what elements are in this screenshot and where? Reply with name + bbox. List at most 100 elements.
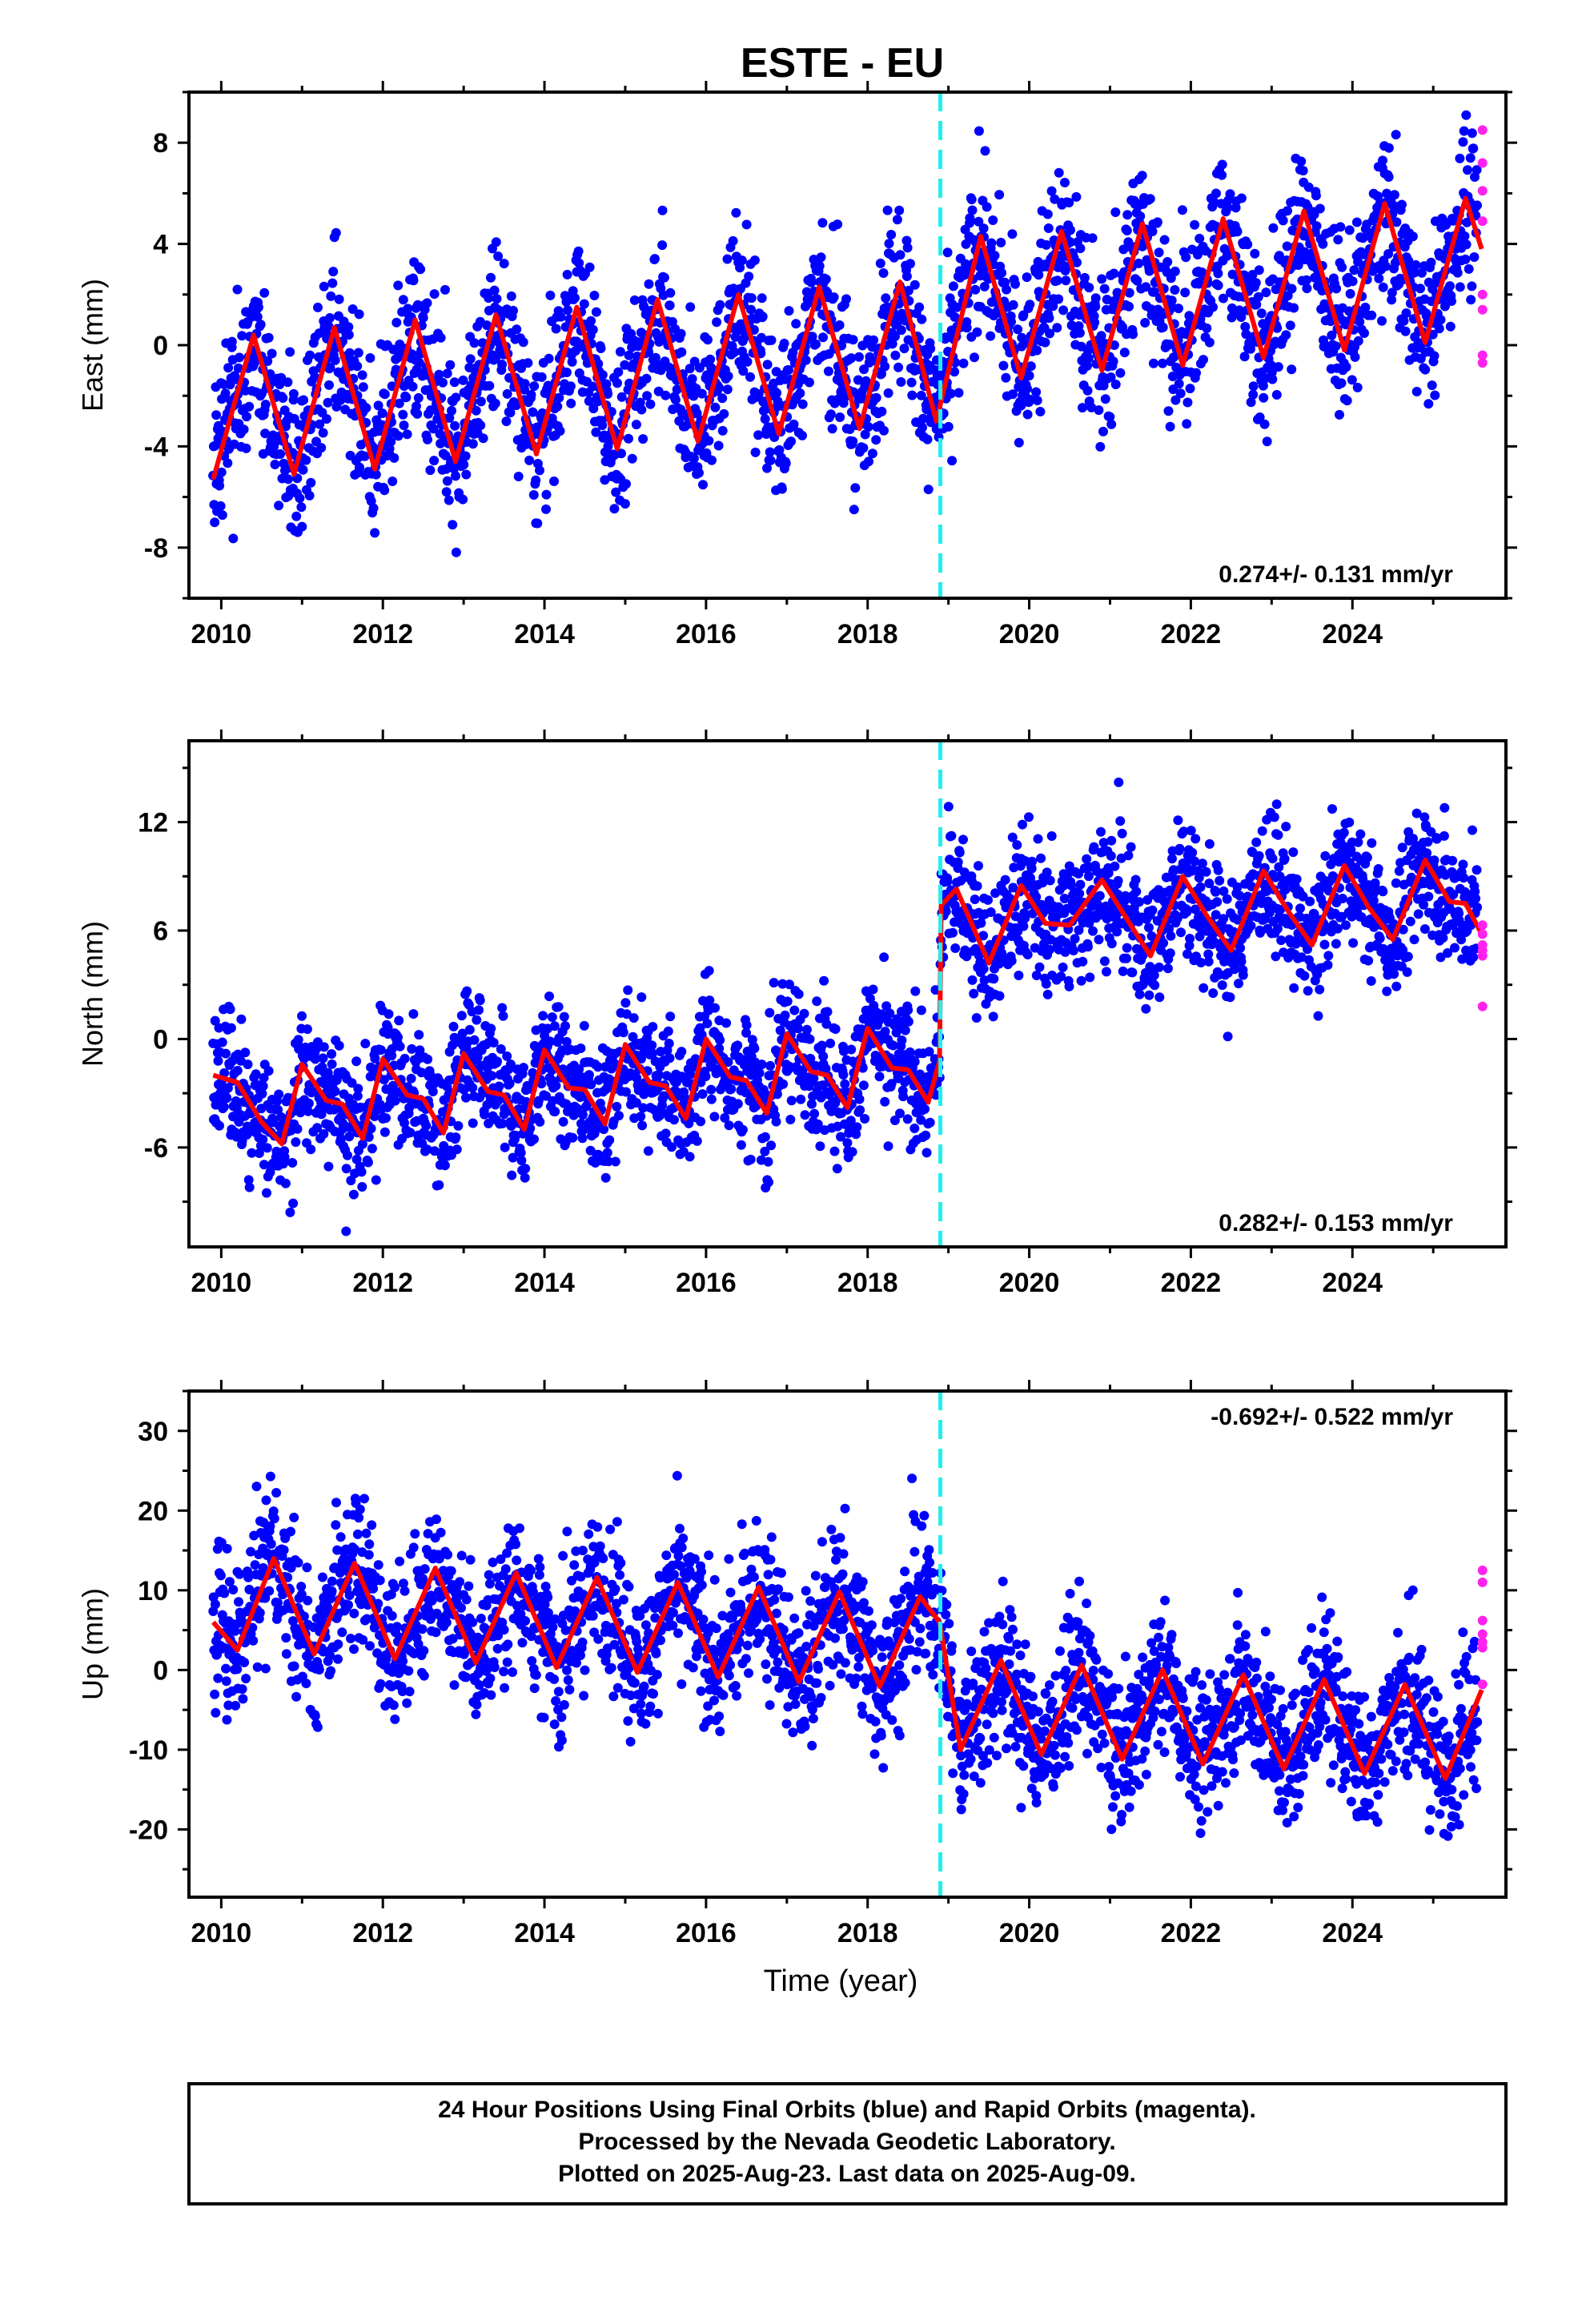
final-orbit-point — [863, 422, 873, 432]
final-orbit-point — [647, 1040, 657, 1051]
final-orbit-point — [288, 1198, 299, 1208]
final-orbit-point — [1212, 897, 1223, 907]
final-orbit-point — [327, 1059, 337, 1069]
final-orbit-point — [834, 320, 845, 330]
final-orbit-point — [760, 1132, 770, 1142]
final-orbit-point — [853, 375, 863, 385]
final-orbit-point — [568, 1132, 578, 1143]
final-orbit-point — [954, 847, 965, 858]
final-orbit-point — [665, 1011, 676, 1022]
final-orbit-point — [988, 1011, 998, 1022]
final-orbit-point — [839, 1046, 849, 1056]
final-orbit-point — [883, 388, 893, 398]
final-orbit-point — [237, 331, 247, 341]
final-orbit-point — [270, 460, 280, 469]
final-orbit-point — [559, 1011, 569, 1022]
final-orbit-point — [356, 1167, 367, 1177]
final-orbit-point — [784, 306, 794, 316]
final-orbit-point — [313, 302, 323, 312]
final-orbit-point — [451, 547, 461, 557]
final-orbit-point — [588, 404, 599, 414]
final-orbit-point — [400, 1118, 409, 1128]
final-orbit-point — [423, 434, 432, 444]
final-orbit-point — [597, 420, 608, 430]
final-orbit-point — [772, 388, 782, 398]
final-orbit-point — [504, 1078, 515, 1088]
final-orbit-point — [563, 305, 573, 316]
final-orbit-point — [965, 213, 975, 223]
final-orbit-point — [1098, 838, 1109, 848]
final-orbit-point — [285, 347, 295, 357]
final-orbit-point — [1182, 419, 1192, 429]
final-orbit-point — [1254, 265, 1264, 275]
final-orbit-point — [1197, 858, 1207, 869]
final-orbit-point — [490, 398, 500, 408]
final-orbit-point — [721, 1018, 732, 1028]
final-orbit-point — [922, 434, 933, 444]
final-orbit-point — [1219, 914, 1229, 924]
final-orbit-point — [670, 395, 681, 405]
final-orbit-point — [370, 1053, 380, 1063]
final-orbit-point — [377, 408, 387, 418]
final-orbit-point — [766, 1140, 777, 1151]
final-orbit-point — [518, 1063, 528, 1073]
final-orbit-point — [1022, 409, 1033, 420]
final-orbit-point — [762, 463, 772, 473]
final-orbit-point — [789, 419, 799, 429]
final-orbit-point — [916, 1115, 926, 1125]
final-orbit-point — [1087, 233, 1098, 243]
final-orbit-point — [850, 483, 861, 493]
final-orbit-point — [978, 931, 989, 941]
final-orbit-point — [1267, 854, 1278, 864]
final-orbit-point — [867, 448, 877, 459]
final-orbit-point — [897, 1035, 907, 1045]
final-orbit-point — [986, 331, 996, 341]
final-orbit-point — [561, 368, 572, 377]
final-orbit-point — [864, 456, 873, 467]
final-orbit-point — [363, 1132, 374, 1142]
final-orbit-point — [475, 995, 485, 1006]
final-orbit-point — [1174, 304, 1183, 314]
final-orbit-point — [529, 381, 540, 392]
final-orbit-point — [357, 370, 367, 380]
final-orbit-point — [562, 269, 572, 279]
final-orbit-point — [1106, 939, 1117, 949]
final-orbit-point — [819, 975, 829, 986]
final-orbit-point — [970, 352, 979, 363]
final-orbit-point — [765, 455, 776, 465]
final-orbit-point — [890, 350, 901, 360]
final-orbit-point — [925, 1117, 935, 1128]
final-orbit-point — [838, 1070, 849, 1080]
final-orbit-point — [1195, 233, 1205, 243]
final-orbit-point — [453, 1120, 464, 1131]
final-orbit-point — [497, 1003, 508, 1013]
final-orbit-point — [486, 1023, 496, 1034]
final-orbit-point — [635, 397, 645, 408]
final-orbit-point — [1090, 317, 1100, 328]
final-orbit-point — [1002, 284, 1012, 295]
final-orbit-point — [1007, 832, 1018, 842]
final-orbit-point — [818, 332, 828, 343]
final-orbit-point — [892, 215, 902, 225]
final-orbit-point — [341, 1226, 351, 1236]
final-orbit-point — [1264, 907, 1275, 918]
final-orbit-point — [1173, 815, 1183, 826]
final-orbit-point — [1208, 302, 1218, 312]
final-orbit-point — [648, 1048, 657, 1059]
final-orbit-point — [1144, 990, 1154, 1000]
y-tick-label: -4 — [144, 432, 168, 462]
final-orbit-point — [1083, 353, 1094, 364]
final-orbit-point — [447, 405, 456, 416]
final-orbit-point — [1012, 840, 1022, 850]
final-orbit-point — [1113, 875, 1123, 886]
final-orbit-point — [849, 505, 859, 515]
final-orbit-point — [525, 1124, 536, 1133]
final-orbit-point — [584, 1070, 594, 1080]
final-orbit-point — [918, 413, 928, 424]
final-orbit-point — [1010, 279, 1020, 289]
final-orbit-point — [1236, 312, 1247, 322]
final-orbit-point — [859, 364, 869, 375]
final-orbit-point — [677, 1047, 687, 1057]
final-orbit-point — [1122, 943, 1132, 953]
final-orbit-point — [368, 503, 379, 513]
